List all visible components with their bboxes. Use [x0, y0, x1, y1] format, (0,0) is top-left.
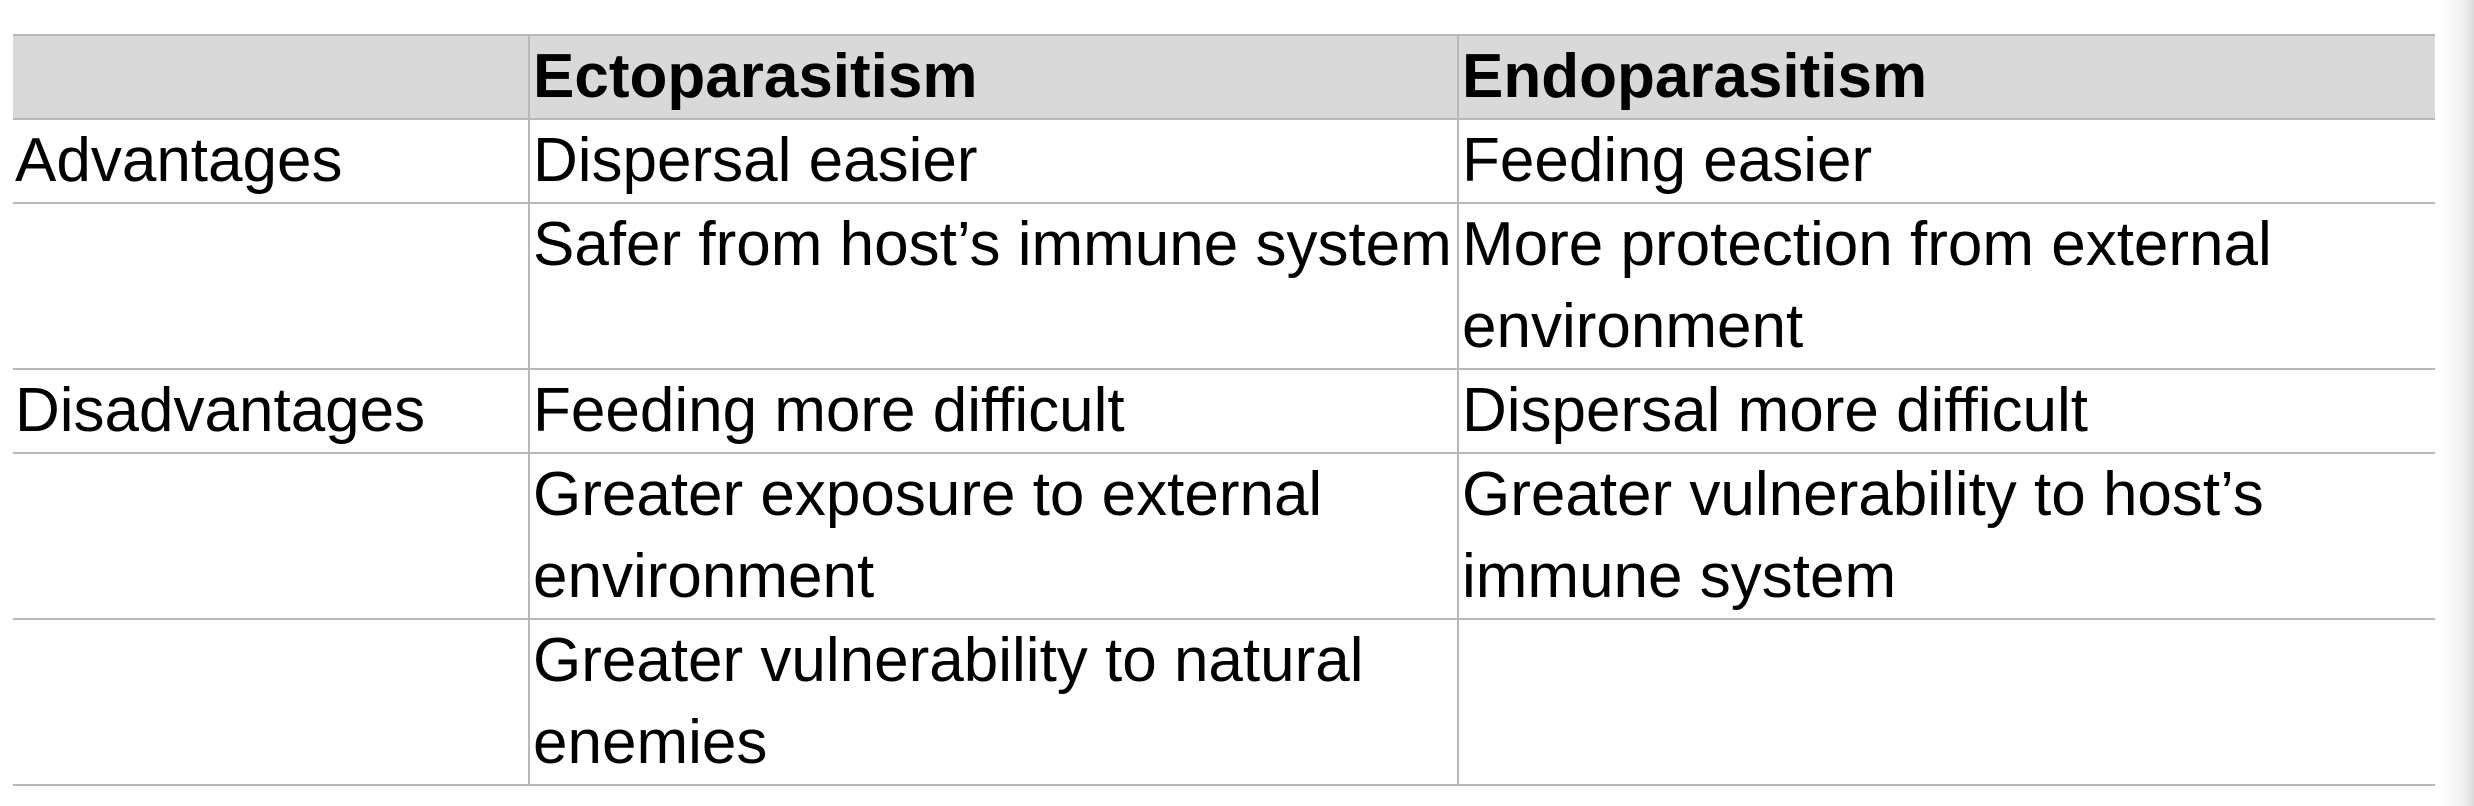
- table-row: Safer from host’s immune system More pro…: [13, 203, 2435, 369]
- row-label: [13, 453, 529, 619]
- ecto-cell: Greater vulnerability to natural enemies: [528, 619, 1458, 785]
- ecto-cell: Safer from host’s immune system: [528, 203, 1458, 369]
- endo-cell: [1457, 619, 2435, 785]
- ecto-cell: Dispersal easier: [528, 119, 1458, 203]
- endo-cell: More protection from external environmen…: [1457, 203, 2435, 369]
- endo-cell: Dispersal more difficult: [1457, 369, 2435, 453]
- table-row: Greater exposure to external environment…: [13, 453, 2435, 619]
- row-label: Advantages: [15, 126, 343, 195]
- row-label: [13, 619, 529, 785]
- header-cell-blank: [13, 35, 529, 119]
- table-row: Disadvantages Feeding more difficult Dis…: [13, 369, 2435, 453]
- header-cell-ectoparasitism: Ectoparasitism: [528, 35, 1458, 119]
- page-edge-shadow: [2438, 0, 2474, 806]
- row-label: [13, 203, 529, 369]
- table-header-row: Ectoparasitism Endoparasitism: [13, 35, 2435, 119]
- row-label: Disadvantages: [15, 376, 426, 445]
- endo-cell: Feeding easier: [1457, 119, 2435, 203]
- ecto-cell: Feeding more difficult: [528, 369, 1458, 453]
- ecto-cell: Greater exposure to external environment: [528, 453, 1458, 619]
- table-row: Advantages Dispersal easier Feeding easi…: [13, 119, 2435, 203]
- comparison-table: Ectoparasitism Endoparasitism Advantages…: [13, 34, 2435, 786]
- endo-cell: Greater vulnerability to host’s immune s…: [1457, 453, 2435, 619]
- header-cell-endoparasitism: Endoparasitism: [1457, 35, 2435, 119]
- table-row: Greater vulnerability to natural enemies: [13, 619, 2435, 785]
